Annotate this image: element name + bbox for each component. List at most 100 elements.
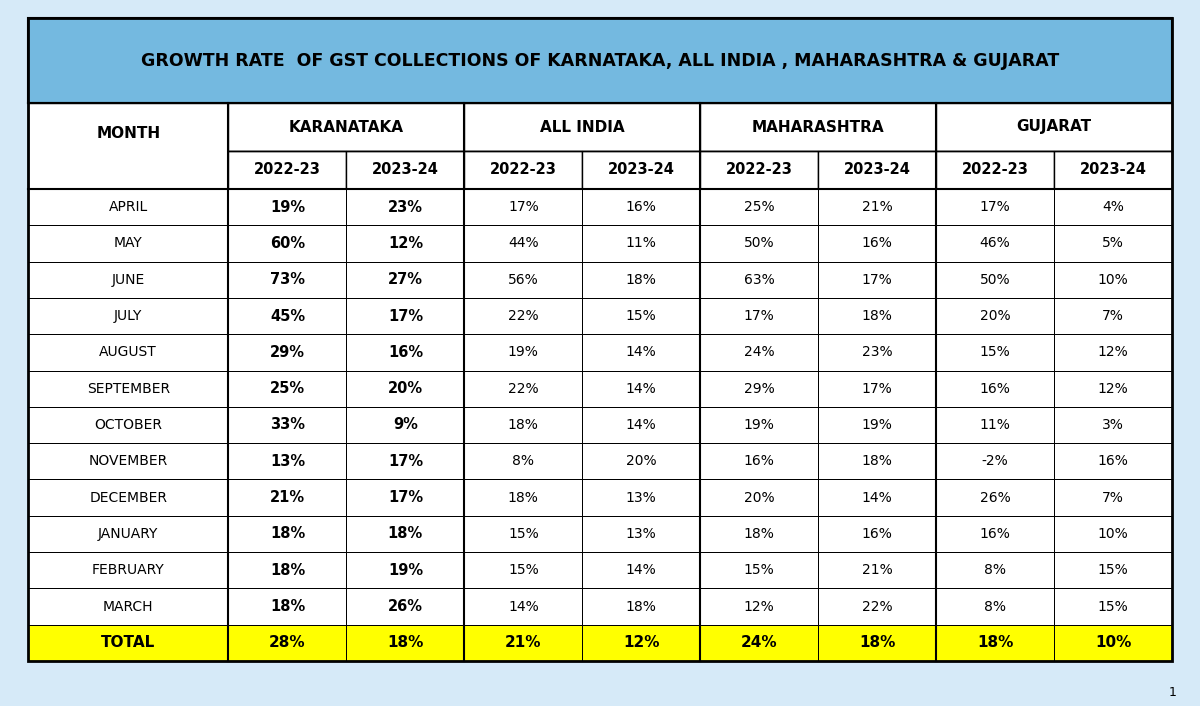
Text: 10%: 10% <box>1094 635 1132 650</box>
Bar <box>701 334 818 371</box>
Text: TOTAL: TOTAL <box>101 635 155 650</box>
Text: 16%: 16% <box>744 454 775 468</box>
Text: 2023-24: 2023-24 <box>372 162 439 177</box>
Bar <box>464 103 701 151</box>
Bar <box>28 334 228 371</box>
Text: -2%: -2% <box>982 454 1008 468</box>
Bar <box>1054 334 1172 371</box>
Text: 21%: 21% <box>270 490 305 505</box>
Text: GROWTH RATE  OF GST COLLECTIONS OF KARNATAKA, ALL INDIA , MAHARASHTRA & GUJARAT: GROWTH RATE OF GST COLLECTIONS OF KARNAT… <box>140 52 1060 69</box>
Text: 28%: 28% <box>269 635 306 650</box>
Bar <box>1054 588 1172 625</box>
Bar <box>701 552 818 588</box>
Bar <box>701 407 818 443</box>
Text: 17%: 17% <box>388 490 422 505</box>
Bar <box>1054 371 1172 407</box>
Text: 50%: 50% <box>979 273 1010 287</box>
Text: 20%: 20% <box>388 381 422 396</box>
Text: 14%: 14% <box>508 599 539 614</box>
Bar <box>936 298 1054 334</box>
Bar <box>818 225 936 262</box>
Text: 16%: 16% <box>1098 454 1128 468</box>
Bar <box>347 479 464 516</box>
Text: 9%: 9% <box>392 417 418 433</box>
Text: 2022-23: 2022-23 <box>490 162 557 177</box>
Bar <box>28 103 1172 189</box>
Bar <box>1054 479 1172 516</box>
Bar <box>701 371 818 407</box>
Text: 22%: 22% <box>862 599 893 614</box>
Bar <box>464 334 582 371</box>
Bar <box>228 443 347 479</box>
Bar <box>228 552 347 588</box>
Bar <box>347 334 464 371</box>
Bar <box>228 189 347 225</box>
Text: 17%: 17% <box>979 201 1010 214</box>
Text: 18%: 18% <box>862 454 893 468</box>
Text: 2022-23: 2022-23 <box>961 162 1028 177</box>
Text: 26%: 26% <box>388 599 422 614</box>
Text: 15%: 15% <box>1098 563 1128 578</box>
Text: 8%: 8% <box>984 599 1006 614</box>
Text: 17%: 17% <box>388 309 422 323</box>
Bar <box>228 588 347 625</box>
Text: 17%: 17% <box>388 454 422 469</box>
Bar <box>464 151 582 189</box>
Text: FEBRUARY: FEBRUARY <box>92 563 164 578</box>
Text: 22%: 22% <box>508 382 539 395</box>
Bar <box>582 552 701 588</box>
Text: 18%: 18% <box>270 563 305 578</box>
Bar <box>818 189 936 225</box>
Bar <box>28 516 228 552</box>
Bar <box>347 189 464 225</box>
Text: 25%: 25% <box>744 201 774 214</box>
Text: 15%: 15% <box>1098 599 1128 614</box>
Text: 15%: 15% <box>626 309 656 323</box>
Bar <box>701 103 936 151</box>
Bar <box>936 262 1054 298</box>
Bar <box>28 552 228 588</box>
Text: MAHARASHTRA: MAHARASHTRA <box>752 119 884 135</box>
Bar <box>1054 225 1172 262</box>
Bar <box>701 588 818 625</box>
Text: 16%: 16% <box>388 345 422 360</box>
Bar <box>701 151 818 189</box>
Bar <box>818 334 936 371</box>
Bar <box>818 516 936 552</box>
Bar <box>464 225 582 262</box>
Text: 16%: 16% <box>626 201 656 214</box>
Bar <box>818 588 936 625</box>
Bar <box>228 479 347 516</box>
Text: 18%: 18% <box>626 599 656 614</box>
Text: APRIL: APRIL <box>109 201 148 214</box>
Text: 13%: 13% <box>270 454 305 469</box>
Bar <box>701 479 818 516</box>
Bar <box>28 189 228 225</box>
Text: 26%: 26% <box>979 491 1010 505</box>
Text: 15%: 15% <box>508 527 539 541</box>
Bar <box>582 298 701 334</box>
Text: 17%: 17% <box>744 309 774 323</box>
Text: 14%: 14% <box>626 563 656 578</box>
Bar <box>701 225 818 262</box>
Bar <box>818 371 936 407</box>
Bar <box>936 371 1054 407</box>
Bar <box>347 262 464 298</box>
Text: 63%: 63% <box>744 273 774 287</box>
Text: 7%: 7% <box>1102 491 1124 505</box>
Text: JULY: JULY <box>114 309 143 323</box>
Bar <box>28 443 228 479</box>
Text: 7%: 7% <box>1102 309 1124 323</box>
Text: 19%: 19% <box>744 418 775 432</box>
Text: 19%: 19% <box>508 345 539 359</box>
Text: 24%: 24% <box>744 345 774 359</box>
Text: 19%: 19% <box>270 200 305 215</box>
Text: 29%: 29% <box>270 345 305 360</box>
Bar <box>936 189 1054 225</box>
Bar <box>701 189 818 225</box>
Text: NOVEMBER: NOVEMBER <box>89 454 168 468</box>
Text: 17%: 17% <box>862 273 893 287</box>
Bar <box>1054 262 1172 298</box>
Text: ALL INDIA: ALL INDIA <box>540 119 625 135</box>
Bar <box>464 588 582 625</box>
